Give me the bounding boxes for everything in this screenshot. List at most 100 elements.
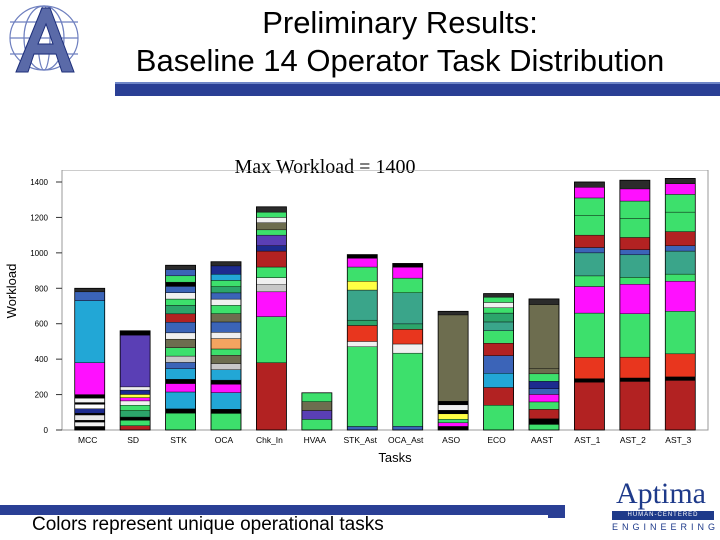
bar-segment bbox=[665, 380, 696, 431]
bar-segment bbox=[483, 312, 514, 323]
bar-segment bbox=[665, 280, 696, 312]
bar-segment bbox=[528, 394, 560, 403]
bar-segment bbox=[74, 402, 105, 405]
x-tick-label: STK bbox=[170, 435, 187, 445]
brand-tagline-bottom: ENGINEERING bbox=[612, 522, 720, 532]
bar-segment bbox=[574, 187, 605, 199]
bar-outline bbox=[301, 392, 333, 431]
x-axis-label: Tasks bbox=[378, 450, 412, 465]
y-axis-label: Workload bbox=[4, 264, 19, 319]
bar-segment bbox=[165, 281, 196, 287]
bar-segment bbox=[347, 280, 378, 291]
aptima-logo: Aptima HUMAN-CENTERED ENGINEERING bbox=[608, 477, 720, 534]
bar-segment bbox=[74, 397, 105, 403]
bar-segment bbox=[119, 334, 151, 388]
bar-segment bbox=[665, 376, 696, 381]
bar-segment bbox=[619, 277, 651, 285]
bar-segment bbox=[119, 410, 151, 418]
bar-segment bbox=[256, 291, 287, 317]
bar-segment bbox=[210, 265, 242, 275]
bar-segment bbox=[165, 322, 196, 334]
bar-segment bbox=[119, 394, 151, 398]
bar-segment bbox=[210, 369, 242, 381]
bar-segment bbox=[619, 254, 651, 278]
bar-segment bbox=[392, 292, 423, 325]
bar-outline bbox=[210, 261, 242, 431]
bar-segment bbox=[74, 404, 105, 409]
bar-segment bbox=[437, 401, 469, 406]
y-tick-label: 400 bbox=[35, 355, 49, 364]
bar-segment bbox=[210, 273, 242, 281]
bar-segment bbox=[528, 388, 560, 395]
bar-segment bbox=[483, 296, 514, 303]
brand-name: Aptima bbox=[616, 477, 706, 510]
bar-segment bbox=[665, 194, 696, 213]
bar-segment bbox=[165, 391, 196, 410]
bar-segment bbox=[392, 277, 423, 293]
bar-segment bbox=[165, 408, 196, 414]
y-tick-label: 0 bbox=[44, 426, 49, 435]
bar-segment bbox=[210, 261, 242, 267]
x-tick-label: ASO bbox=[442, 435, 460, 445]
slide-title-line1: Preliminary Results: bbox=[262, 5, 538, 40]
slide-title-line2: Baseline 14 Operator Task Distribution bbox=[135, 43, 665, 78]
bar-segment bbox=[619, 356, 651, 379]
bar-segment bbox=[210, 298, 242, 306]
bar-segment bbox=[347, 341, 378, 347]
bar-segment bbox=[574, 381, 605, 431]
bar-segment bbox=[256, 229, 287, 236]
bar-segment bbox=[210, 379, 242, 385]
bar-segment bbox=[574, 252, 605, 277]
bar-segment bbox=[74, 412, 105, 416]
bar-segment bbox=[119, 425, 151, 431]
bar-segment bbox=[301, 419, 333, 431]
bar-segment bbox=[119, 330, 151, 336]
bar-segment bbox=[165, 265, 196, 270]
bar-segment bbox=[74, 420, 105, 423]
bar-segment bbox=[347, 266, 378, 282]
bar-segment bbox=[483, 321, 514, 331]
bar-segment bbox=[619, 218, 651, 238]
bar-segment bbox=[165, 332, 196, 340]
bar-segment bbox=[210, 413, 242, 431]
bar-segment bbox=[619, 284, 651, 314]
bar-segment bbox=[74, 408, 105, 414]
bar-segment bbox=[483, 307, 514, 314]
bar-outline bbox=[528, 298, 560, 431]
bar-segment bbox=[210, 280, 242, 287]
bar-segment bbox=[210, 363, 242, 370]
stacked-bar-chart: 0 200 400 600 800 1000 1200 1400 Workload MCC SD ST… bbox=[4, 170, 709, 465]
bar-segment bbox=[574, 234, 605, 248]
bar-segment bbox=[574, 312, 605, 358]
bar-segment bbox=[665, 311, 696, 355]
bar-segment bbox=[483, 373, 514, 388]
x-tick-label: OCA_Ast bbox=[388, 435, 424, 445]
bar-segment bbox=[210, 384, 242, 393]
bar-segment bbox=[665, 273, 696, 282]
bar-segment bbox=[483, 293, 514, 298]
x-tick-label: AAST bbox=[531, 435, 553, 445]
bar-segment bbox=[165, 292, 196, 300]
bar-segment bbox=[619, 200, 651, 219]
x-tick-label: AST_1 bbox=[574, 435, 600, 445]
bar-segment bbox=[301, 410, 333, 420]
bar-segment bbox=[483, 342, 514, 356]
slide-title: Preliminary Results: Baseline 14 Operato… bbox=[90, 4, 710, 80]
bar-segment bbox=[210, 286, 242, 294]
bar-segment bbox=[165, 275, 196, 283]
plot-frame bbox=[61, 170, 709, 431]
bar-segment bbox=[574, 275, 605, 287]
bar-segment bbox=[210, 409, 242, 414]
bar-segment bbox=[165, 379, 196, 384]
bar-segment bbox=[528, 418, 560, 425]
y-tick-label: 200 bbox=[35, 391, 49, 400]
bar-segment bbox=[392, 426, 423, 431]
chart-title: Max Workload = 1400 bbox=[234, 156, 416, 178]
x-tick-label: ECO bbox=[487, 435, 506, 445]
bar-segment bbox=[619, 377, 651, 382]
bar-segment bbox=[74, 421, 105, 427]
x-tick-label: SD bbox=[127, 435, 139, 445]
bar-segment bbox=[528, 381, 560, 390]
bar-segment bbox=[392, 343, 423, 354]
bar-outline bbox=[74, 287, 106, 431]
